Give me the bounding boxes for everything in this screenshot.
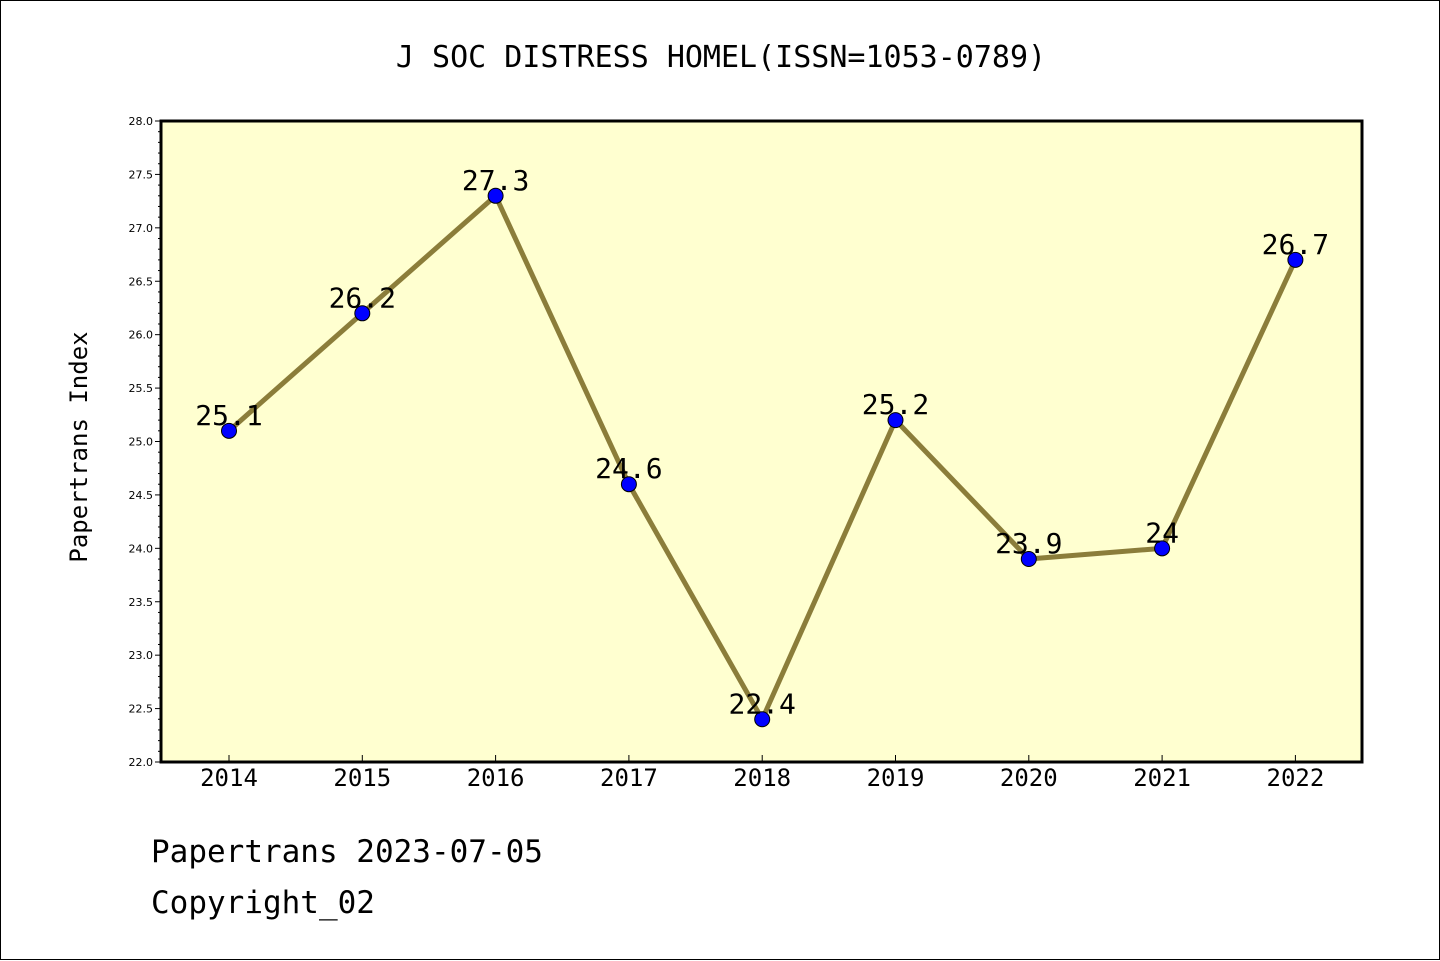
data-point: [1287, 251, 1304, 268]
y-tick-label: 26.5: [129, 275, 154, 288]
data-point: [1020, 551, 1037, 568]
data-point: [754, 711, 771, 728]
y-tick-label: 28.0: [129, 115, 154, 128]
y-tick-label: 23.5: [129, 596, 154, 609]
data-point: [887, 412, 904, 429]
x-tick-label: 2015: [333, 764, 391, 792]
copyright-text: Copyright_02: [151, 885, 375, 921]
y-tick-label: 24.0: [129, 542, 154, 555]
x-tick-label: 2021: [1133, 764, 1191, 792]
plot-area: [159, 119, 1364, 764]
data-label: 23.9: [995, 527, 1062, 560]
y-tick-label: 24.5: [129, 489, 154, 502]
data-point: [1154, 540, 1171, 557]
y-axis-label: Papertrans Index: [65, 331, 93, 562]
y-tick-label: 27.0: [129, 222, 154, 235]
x-axis: 2014 2015 2016 2017 2018 2019 2020 2021 2022: [200, 755, 1324, 792]
data-label: 25.1: [195, 399, 262, 432]
y-tick-label: 27.5: [129, 168, 154, 181]
data-label: 24: [1145, 516, 1179, 549]
x-tick-label: 2016: [467, 764, 525, 792]
source-date-text: Papertrans 2023-07-05: [151, 834, 543, 870]
data-label: 22.4: [728, 687, 795, 720]
data-point: [354, 305, 371, 322]
y-tick-label: 22.5: [129, 703, 154, 716]
data-label: 26.7: [1262, 228, 1329, 261]
chart-title: J SOC DISTRESS HOMEL(ISSN=1053-0789): [396, 40, 1046, 75]
data-label: 26.2: [329, 281, 396, 314]
y-tick-label: 26.0: [129, 329, 154, 342]
x-tick-label: 2018: [733, 764, 791, 792]
data-point: [221, 422, 237, 439]
y-tick-label: 25.0: [129, 436, 154, 449]
x-tick-label: 2019: [867, 764, 925, 792]
y-tick-label: 25.5: [129, 382, 154, 395]
series-group: 25.1 26.2 27.3 24.6 22.4 25.2 23.9 24 26.7: [195, 164, 1329, 728]
x-tick-label: 2017: [600, 764, 658, 792]
y-tick-label: 23.0: [129, 649, 154, 662]
data-point: [487, 187, 504, 204]
x-tick-label: 2014: [200, 764, 258, 792]
y-tick-label: 22.0: [129, 756, 154, 769]
x-tick-label: 2022: [1267, 764, 1325, 792]
data-label: 27.3: [462, 164, 529, 197]
x-tick-label: 2020: [1000, 764, 1058, 792]
data-label: 25.2: [862, 388, 929, 421]
data-point: [620, 476, 637, 493]
data-label: 24.6: [595, 452, 662, 485]
y-axis: 22.0 22.5 23.0 23.5 24.0 24.5 25.0 25.5 26.0 26.5…: [129, 115, 161, 769]
